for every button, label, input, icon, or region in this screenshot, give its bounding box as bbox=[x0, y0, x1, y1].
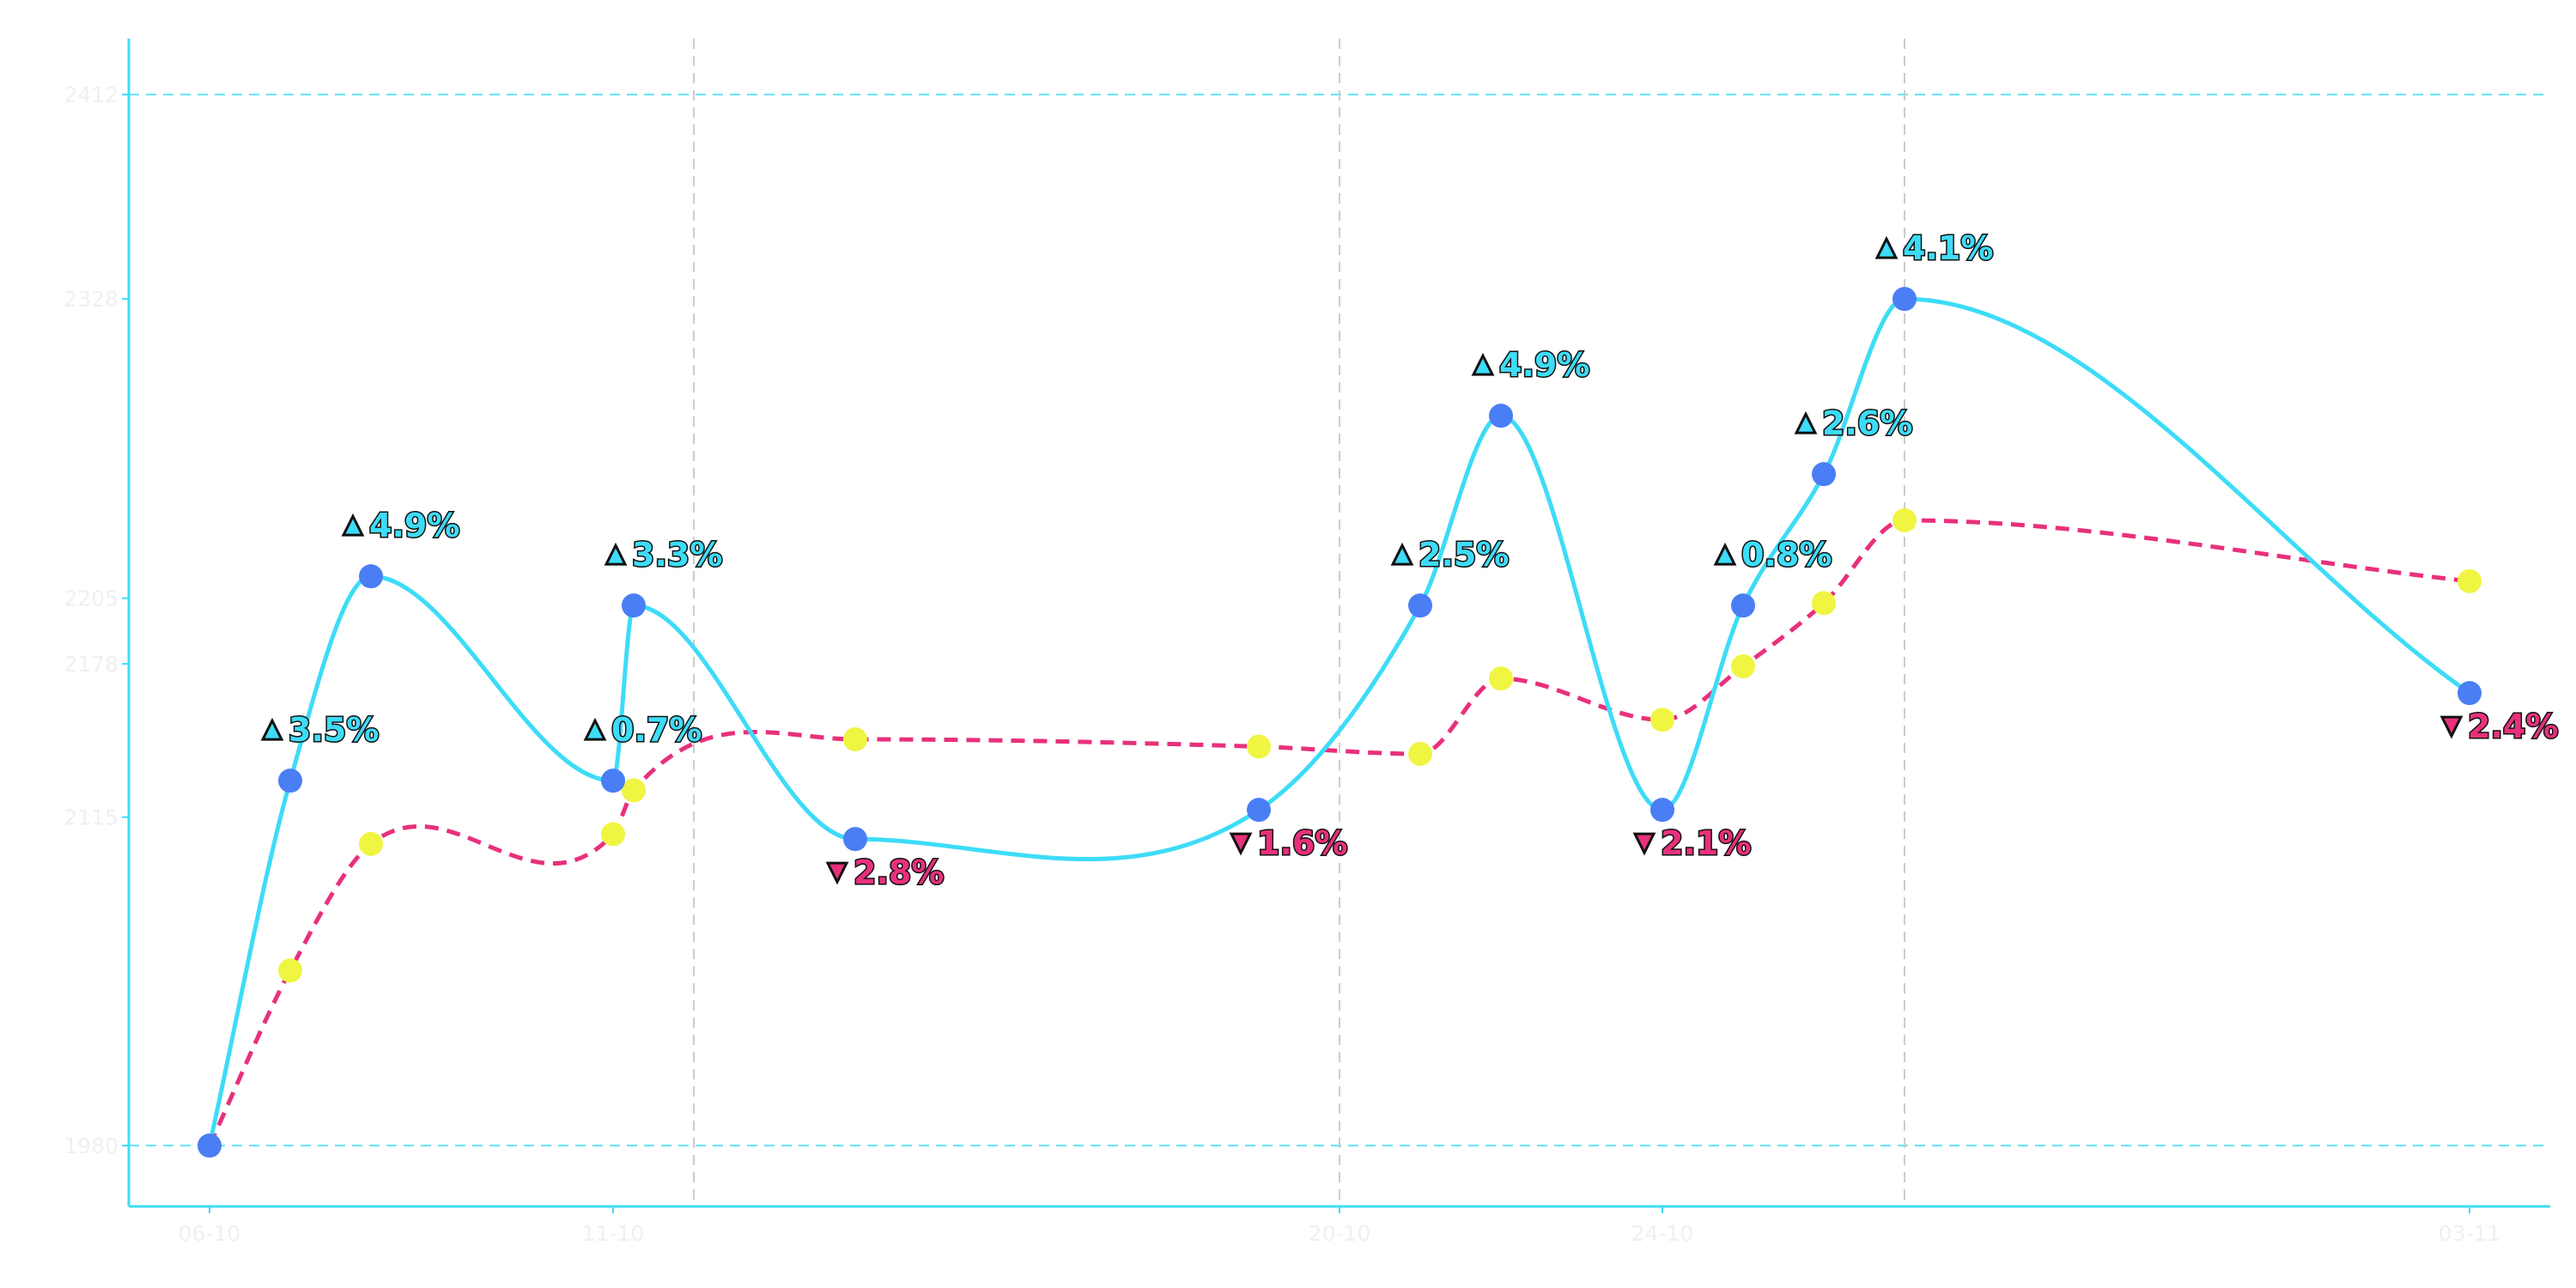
secondary-data-point bbox=[601, 822, 625, 847]
change-annotation-label: 0.8% bbox=[1741, 536, 1832, 574]
x-tick-label: 03-11 bbox=[2439, 1221, 2501, 1246]
primary-data-point bbox=[359, 564, 383, 589]
change-annotation-label: 1.6% bbox=[1257, 824, 1347, 862]
change-annotation-label: 4.9% bbox=[369, 507, 459, 544]
primary-data-point bbox=[1812, 462, 1836, 487]
change-annotation-label: 3.3% bbox=[632, 536, 722, 574]
change-annotation: 2.5% bbox=[1390, 535, 1510, 575]
triangle-up-icon bbox=[1471, 352, 1495, 376]
triangle-down-icon bbox=[825, 861, 849, 885]
triangle-down-icon bbox=[1229, 832, 1253, 856]
secondary-data-point bbox=[1650, 708, 1674, 732]
primary-data-point bbox=[2458, 681, 2482, 706]
change-annotation: 4.9% bbox=[341, 506, 461, 546]
secondary-data-point bbox=[622, 778, 646, 803]
secondary-data-point bbox=[1731, 654, 1755, 678]
change-annotations: 3.5% 4.9% 0.7% 3.3% 2.8% 1.6% 2.5% 4.9% 2.1% 0.8%… bbox=[260, 228, 2560, 893]
primary-data-point bbox=[1408, 593, 1432, 618]
change-annotation-label: 2.5% bbox=[1419, 536, 1509, 574]
data-points bbox=[197, 287, 2482, 1158]
change-annotation: 3.3% bbox=[604, 535, 724, 575]
y-tick-label: 2328 bbox=[64, 287, 118, 312]
series-lines bbox=[207, 296, 2471, 1147]
x-tick-label: 11-10 bbox=[582, 1221, 645, 1246]
y-tick-label: 2412 bbox=[64, 82, 118, 107]
secondary-data-point bbox=[843, 727, 867, 751]
vertical-markers bbox=[693, 39, 1905, 1206]
change-annotation-label: 2.6% bbox=[1822, 404, 1912, 442]
x-tick-label: 24-10 bbox=[1631, 1221, 1694, 1246]
change-annotation-label: 0.7% bbox=[611, 711, 702, 749]
secondary-data-point bbox=[1812, 591, 1836, 616]
triangle-down-icon bbox=[1632, 832, 1656, 856]
secondary-data-point bbox=[278, 958, 302, 983]
primary-data-point bbox=[1731, 593, 1755, 618]
primary-data-point bbox=[1650, 798, 1674, 823]
secondary-data-point bbox=[359, 831, 383, 856]
triangle-up-icon bbox=[341, 513, 365, 537]
y-tick-label: 2115 bbox=[64, 805, 118, 830]
change-annotation: 1.6% bbox=[1229, 823, 1349, 864]
change-annotation: 2.8% bbox=[825, 853, 945, 893]
secondary-data-point bbox=[1408, 742, 1432, 766]
series-primary-line bbox=[207, 296, 2471, 1146]
y-tick-label: 2205 bbox=[64, 586, 118, 611]
primary-data-point bbox=[1489, 404, 1513, 428]
secondary-data-point bbox=[1489, 666, 1513, 691]
change-annotation-label: 2.8% bbox=[854, 854, 944, 891]
primary-data-point bbox=[622, 593, 646, 618]
change-annotation: 3.5% bbox=[260, 710, 380, 750]
primary-data-point bbox=[1247, 798, 1271, 823]
change-annotation: 2.1% bbox=[1632, 823, 1753, 864]
triangle-down-icon bbox=[2439, 715, 2464, 739]
x-tick-label: 06-10 bbox=[179, 1221, 241, 1246]
primary-data-point bbox=[1893, 287, 1917, 312]
triangle-up-icon bbox=[260, 717, 284, 741]
triangle-up-icon bbox=[583, 717, 607, 741]
secondary-data-point bbox=[1247, 734, 1271, 759]
triangle-up-icon bbox=[604, 542, 628, 566]
y-tick-label: 2178 bbox=[64, 652, 118, 677]
secondary-data-point bbox=[2458, 568, 2482, 593]
change-annotation-label: 4.1% bbox=[1903, 229, 1993, 267]
primary-data-point bbox=[843, 827, 867, 852]
secondary-data-point bbox=[1893, 508, 1917, 532]
primary-data-point bbox=[601, 769, 625, 793]
change-annotation-label: 4.9% bbox=[1499, 346, 1589, 384]
triangle-up-icon bbox=[1713, 542, 1737, 566]
x-tick-label: 20-10 bbox=[1309, 1221, 1371, 1246]
triangle-up-icon bbox=[1874, 235, 1899, 259]
change-annotation: 0.7% bbox=[583, 710, 703, 750]
change-annotation: 2.4% bbox=[2439, 707, 2560, 747]
primary-data-point bbox=[197, 1133, 222, 1158]
change-annotation-label: 3.5% bbox=[289, 711, 379, 749]
change-annotation: 4.9% bbox=[1471, 345, 1591, 386]
series-secondary-line bbox=[207, 518, 2470, 1147]
change-annotation: 0.8% bbox=[1713, 535, 1833, 575]
primary-data-point bbox=[278, 769, 302, 793]
change-annotation: 2.6% bbox=[1794, 404, 1914, 444]
change-annotation: 4.1% bbox=[1874, 228, 1995, 269]
change-annotation-label: 2.1% bbox=[1661, 824, 1751, 862]
triangle-up-icon bbox=[1390, 542, 1414, 566]
y-tick-label: 1980 bbox=[64, 1133, 118, 1158]
change-annotation-label: 2.4% bbox=[2468, 708, 2558, 745]
tick-labels: 1980 2115 2178 2205 2328 2412 06-10 11-10 20-10 2… bbox=[64, 82, 2500, 1246]
triangle-up-icon bbox=[1794, 410, 1818, 434]
